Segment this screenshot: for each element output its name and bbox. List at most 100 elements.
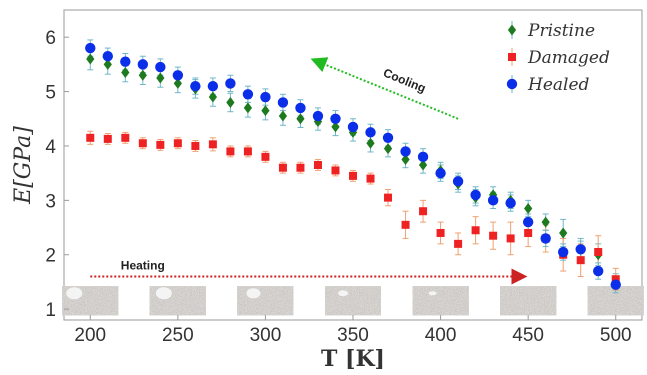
healed-point: [260, 92, 270, 102]
pristine-point: [226, 97, 234, 108]
legend-label-pristine: Pristine: [527, 21, 595, 41]
pristine-point: [209, 92, 217, 103]
void-mark: [156, 287, 172, 299]
legend-label-healed: Healed: [527, 75, 590, 95]
healed-point: [505, 198, 515, 208]
healed-point: [243, 89, 253, 99]
legend-label-damaged: Damaged: [527, 48, 610, 68]
healed-point: [103, 51, 113, 61]
damaged-point: [296, 164, 304, 172]
series-damaged: [86, 134, 619, 283]
snapshot-4: [325, 286, 381, 315]
damaged-point: [594, 248, 602, 256]
damaged-point: [419, 207, 427, 215]
healed-point: [488, 195, 498, 205]
damaged-point: [209, 140, 217, 148]
healed-point: [85, 43, 95, 53]
pristine-point: [384, 143, 392, 154]
y-tick-label: 2: [45, 246, 56, 267]
x-tick-label: 500: [600, 325, 632, 346]
damaged-point: [349, 172, 357, 180]
damaged-point: [139, 139, 147, 147]
damaged-point: [104, 135, 112, 143]
healed-point: [593, 266, 603, 276]
damaged-point: [384, 194, 392, 202]
pristine-point: [559, 227, 567, 238]
damaged-point: [472, 226, 480, 234]
damaged-point: [261, 153, 269, 161]
snapshot-1: [62, 286, 118, 315]
legend-marker-pristine: [508, 25, 516, 36]
y-axis-title: E[GPa]: [11, 126, 36, 205]
healed-point: [330, 114, 340, 124]
snapshot-texture: [325, 286, 381, 315]
x-tick-label: 350: [337, 325, 369, 346]
healed-point: [155, 62, 165, 72]
x-tick-label: 400: [425, 325, 457, 346]
x-tick-label: 300: [250, 325, 282, 346]
healed-point: [470, 190, 480, 200]
pristine-point: [279, 111, 287, 122]
healed-point: [558, 247, 568, 257]
damaged-point: [244, 147, 252, 155]
x-tick-label: 450: [512, 325, 544, 346]
annotation-label-heating: Heating: [121, 258, 165, 272]
damaged-point: [314, 161, 322, 169]
y-tick-labels: 1 2 3 4 5 6: [45, 28, 69, 321]
snapshot-5: [413, 286, 469, 315]
snapshot-insets: [62, 286, 643, 315]
healed-point: [611, 279, 621, 289]
healed-point: [208, 81, 218, 91]
healed-point: [540, 233, 550, 243]
damaged-point: [156, 141, 164, 149]
void-mark: [66, 287, 82, 299]
legend-marker-healed: [507, 79, 517, 89]
pristine-point: [139, 70, 147, 81]
healed-point: [383, 133, 393, 143]
healed-point: [435, 168, 445, 178]
pristine-point: [244, 102, 252, 113]
healed-point: [295, 103, 305, 113]
snapshot-texture: [413, 286, 469, 315]
pristine-point: [121, 67, 129, 78]
healed-point: [190, 81, 200, 91]
damaged-point: [226, 147, 234, 155]
pristine-point: [156, 72, 164, 83]
snapshot-texture: [500, 286, 556, 315]
pristine-point: [366, 138, 374, 149]
healed-point: [400, 146, 410, 156]
damaged-point: [402, 221, 410, 229]
snapshot-texture: [237, 286, 293, 315]
damaged-point: [507, 234, 515, 242]
healed-point: [120, 56, 130, 66]
y-tick-label: 3: [45, 191, 56, 212]
void-mark: [429, 291, 437, 295]
damaged-point: [524, 229, 532, 237]
damaged-point: [437, 229, 445, 237]
damaged-point: [331, 166, 339, 174]
damaged-point: [121, 134, 129, 142]
healed-point: [418, 152, 428, 162]
void-mark: [338, 290, 348, 296]
damaged-point: [191, 142, 199, 150]
healed-point: [453, 176, 463, 186]
damaged-point: [577, 256, 585, 264]
legend-marker-damaged: [508, 53, 516, 61]
healed-point: [278, 97, 288, 107]
damaged-point: [367, 175, 375, 183]
pristine-point: [261, 105, 269, 116]
y-tick-label: 5: [45, 83, 56, 104]
damaged-point: [489, 232, 497, 240]
healed-point: [575, 244, 585, 254]
snapshot-2: [150, 286, 206, 315]
damaged-point: [454, 240, 462, 248]
y-tick-label: 4: [45, 137, 56, 158]
snapshot-6: [500, 286, 556, 315]
healed-point: [173, 70, 183, 80]
y-tick-label: 1: [45, 300, 56, 321]
damaged-point: [174, 139, 182, 147]
void-mark: [246, 288, 260, 298]
pristine-point: [524, 203, 532, 214]
annotation-label-cooling: Cooling: [381, 66, 428, 96]
